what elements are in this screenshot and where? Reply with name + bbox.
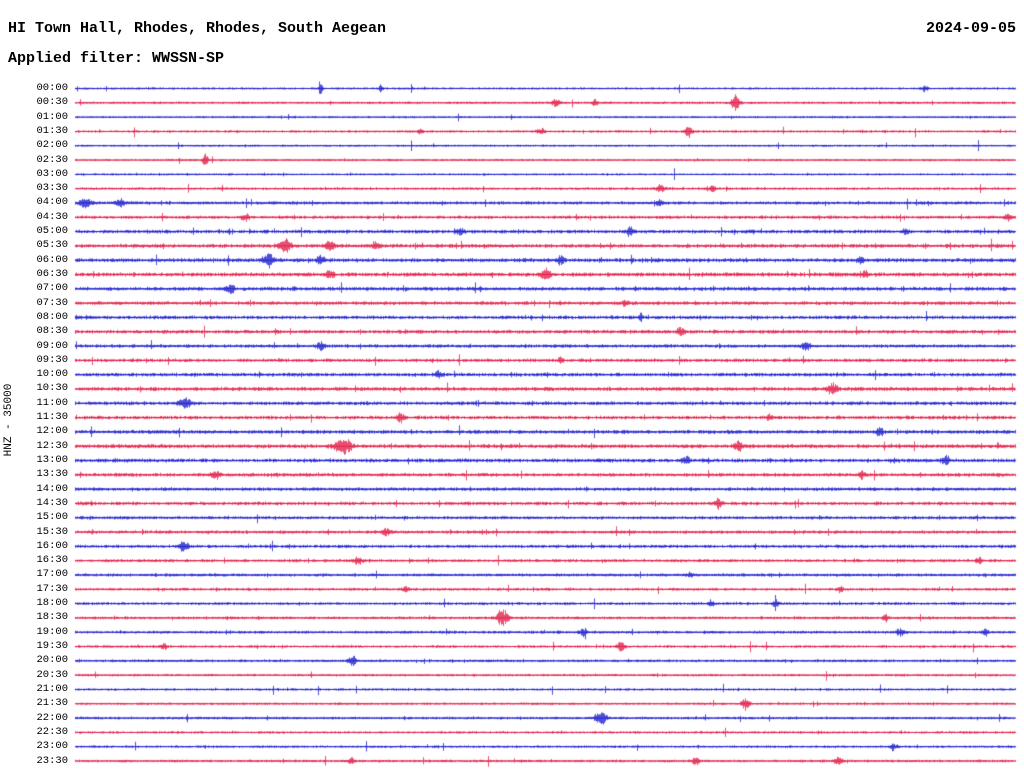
helicorder-page: { "header": { "station_title": "HI Town … <box>0 0 1024 780</box>
helicorder-canvas <box>0 0 1024 780</box>
